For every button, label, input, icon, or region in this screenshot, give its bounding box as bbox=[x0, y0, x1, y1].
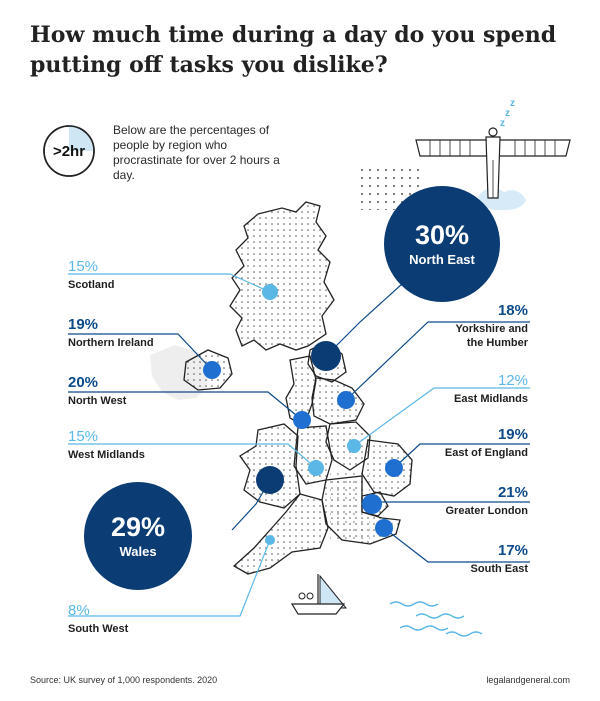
marker-west-midlands bbox=[308, 460, 324, 476]
label-scotland: 15% Scotland bbox=[68, 258, 115, 291]
intro-text: Below are the percentages of people by r… bbox=[113, 123, 280, 182]
label-yorkshire: 18% Yorkshire and the Humber bbox=[455, 302, 528, 349]
page-title: How much time during a day do you spend … bbox=[30, 22, 557, 78]
svg-text:z: z bbox=[505, 108, 510, 119]
angel-of-the-north-icon: z z z bbox=[415, 98, 571, 211]
label-east-midlands: 12% East Midlands bbox=[454, 372, 528, 405]
svg-text:z: z bbox=[510, 98, 515, 109]
marker-yorkshire bbox=[337, 391, 355, 409]
svg-text:z: z bbox=[500, 118, 505, 129]
marker-south-east bbox=[375, 519, 393, 537]
label-northern-ireland: 19% Northern Ireland bbox=[68, 316, 154, 349]
label-wales: 29% Wales bbox=[84, 482, 192, 590]
sailboat-icon bbox=[290, 574, 348, 615]
label-north-west: 20% North West bbox=[68, 374, 127, 407]
footer-site-link[interactable]: legalandgeneral.com bbox=[486, 675, 570, 685]
waves-decoration bbox=[389, 601, 483, 637]
marker-northern-ireland bbox=[203, 361, 221, 379]
map-scotland bbox=[229, 201, 335, 351]
marker-wales bbox=[256, 466, 284, 494]
marker-north-west bbox=[293, 411, 311, 429]
clock-icon: >2hr bbox=[43, 125, 95, 177]
label-greater-london: 21% Greater London bbox=[445, 484, 528, 517]
marker-greater-london bbox=[362, 494, 382, 514]
marker-scotland bbox=[262, 284, 278, 300]
label-south-east: 17% South East bbox=[470, 542, 528, 575]
label-south-west: 8% South West bbox=[68, 602, 129, 635]
intro-badge-text: >2hr bbox=[53, 143, 85, 160]
footer-source: Source: UK survey of 1,000 respondents. … bbox=[30, 675, 218, 685]
marker-north-east bbox=[311, 341, 341, 371]
marker-south-west bbox=[265, 535, 275, 545]
label-east-of-england: 19% East of England bbox=[444, 426, 528, 459]
marker-east-midlands bbox=[347, 439, 361, 453]
map-south-west bbox=[232, 493, 329, 575]
region-markers bbox=[203, 284, 403, 545]
label-west-midlands: 15% West Midlands bbox=[68, 428, 145, 461]
label-north-east: 30% North East bbox=[384, 186, 500, 302]
marker-east-of-england bbox=[385, 459, 403, 477]
